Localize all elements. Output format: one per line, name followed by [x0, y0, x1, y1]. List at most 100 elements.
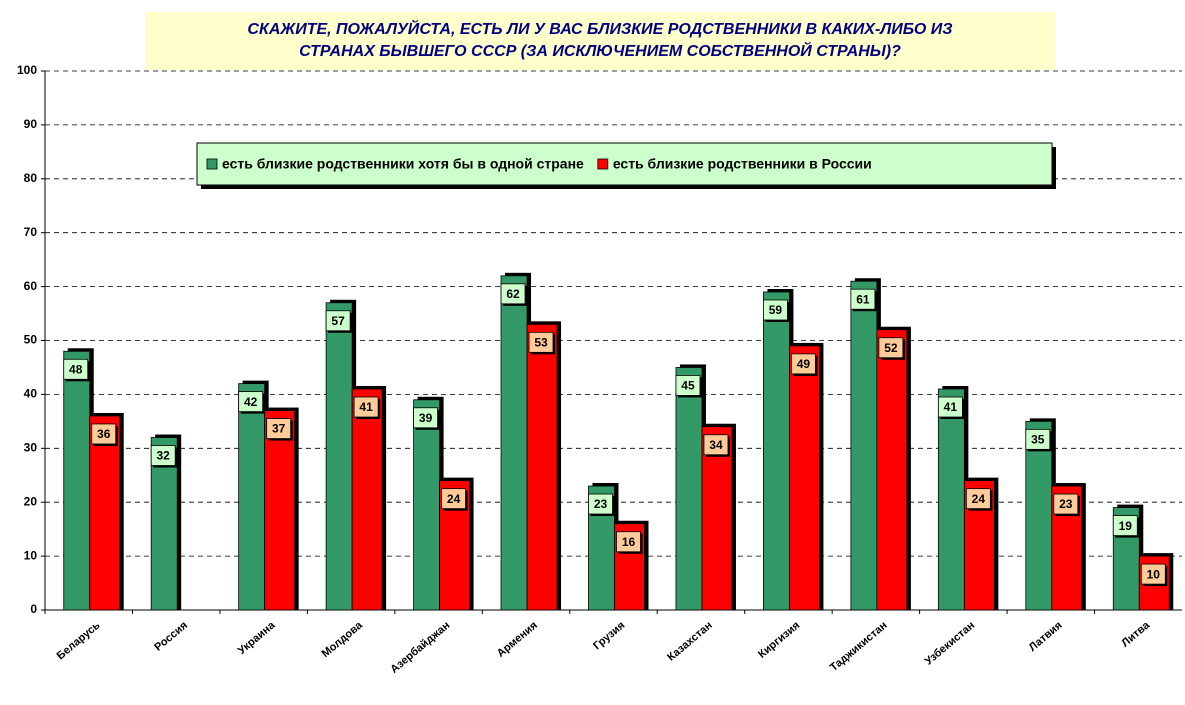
data-label: 62 — [506, 287, 520, 301]
data-label-box — [1112, 515, 1138, 536]
data-label-box — [878, 337, 904, 359]
data-label: 23 — [1059, 497, 1073, 511]
data-label: 32 — [157, 449, 171, 463]
data-label-box — [150, 445, 176, 466]
data-label-box — [266, 418, 292, 439]
y-tick-label: 50 — [24, 333, 38, 347]
data-label-box — [1140, 563, 1166, 585]
bar — [325, 302, 353, 611]
data-label: 24 — [972, 492, 986, 506]
bar — [63, 350, 91, 611]
bar — [937, 388, 965, 611]
x-tick-label: Молдова — [320, 619, 366, 660]
y-tick-label: 60 — [24, 279, 38, 293]
data-label: 53 — [534, 336, 548, 350]
data-label: 45 — [681, 379, 695, 393]
legend-swatch — [206, 158, 218, 170]
x-tick-label: Литва — [1119, 619, 1152, 650]
chart-title: СТРАНАХ БЫВШЕГО СССР (ЗА ИСКЛЮЧЕНИЕМ СОБ… — [299, 40, 901, 60]
x-tick-label: Таджикистан — [828, 619, 890, 674]
x-tick-label: Казахстан — [665, 619, 715, 663]
x-tick-label: Латвия — [1027, 619, 1065, 654]
bar — [238, 383, 266, 611]
data-label: 36 — [97, 427, 111, 441]
y-tick-label: 100 — [17, 63, 37, 77]
data-label-box — [91, 423, 117, 445]
data-label-box — [1025, 428, 1051, 450]
x-tick-label: Россия — [152, 619, 190, 653]
y-tick-label: 30 — [24, 440, 38, 454]
data-label: 49 — [797, 357, 811, 371]
bar — [526, 323, 558, 611]
data-label: 57 — [331, 314, 345, 328]
data-label-box — [63, 358, 89, 380]
data-label: 37 — [272, 422, 286, 436]
legend-swatch — [597, 158, 609, 170]
data-label: 52 — [884, 341, 898, 355]
data-label-box — [528, 331, 554, 353]
y-tick-label: 20 — [24, 494, 38, 508]
data-label-box — [763, 299, 788, 321]
y-tick-label: 90 — [24, 117, 38, 131]
data-label-box — [937, 396, 963, 418]
x-tick-label: Азербайджан — [388, 619, 452, 675]
bar — [701, 426, 733, 611]
data-label-box — [353, 396, 379, 418]
data-label: 39 — [419, 411, 433, 425]
data-label-box — [325, 310, 351, 332]
bar — [89, 415, 121, 611]
data-label: 16 — [622, 535, 636, 549]
data-label-box — [1053, 493, 1079, 515]
data-label-box — [616, 531, 641, 553]
y-tick-label: 10 — [24, 548, 38, 562]
x-tick-label: Узбекистан — [923, 619, 977, 667]
data-label: 42 — [244, 395, 258, 409]
chart-title: СКАЖИТЕ, ПОЖАЛУЙСТА, ЕСТЬ ЛИ У ВАС БЛИЗК… — [247, 18, 952, 38]
data-label-box — [441, 488, 466, 510]
x-tick-label: Киргизия — [756, 619, 802, 660]
data-label: 35 — [1031, 433, 1045, 447]
bar — [351, 388, 383, 611]
y-tick-label: 0 — [30, 602, 37, 616]
legend-box — [196, 142, 1053, 186]
bar — [264, 410, 296, 611]
bar — [850, 280, 878, 611]
bar — [876, 329, 908, 611]
data-label: 48 — [69, 362, 83, 376]
data-label-box — [500, 283, 526, 305]
data-label: 19 — [1119, 519, 1133, 533]
data-label-box — [703, 434, 729, 456]
data-label-box — [965, 488, 991, 510]
y-tick-label: 40 — [24, 387, 38, 401]
legend-label: есть близкие родственники в России — [613, 156, 872, 172]
bar — [413, 399, 440, 611]
data-label-box — [675, 375, 701, 396]
data-label: 41 — [359, 400, 373, 414]
x-tick-label: Грузия — [591, 619, 627, 652]
data-label-box — [850, 288, 876, 310]
x-tick-label: Украина — [236, 619, 278, 657]
bar — [675, 367, 703, 611]
data-label-box — [413, 407, 438, 429]
data-label: 24 — [447, 492, 461, 506]
data-label-box — [791, 353, 816, 375]
y-tick-label: 70 — [24, 225, 38, 239]
x-tick-label: Армения — [495, 619, 540, 659]
data-label: 41 — [944, 400, 958, 414]
y-tick-label: 80 — [24, 171, 38, 185]
bar — [763, 291, 790, 611]
data-label-box — [238, 391, 264, 413]
legend-label: есть близкие родственники хотя бы в одно… — [222, 156, 584, 172]
x-tick-label: Беларусь — [55, 619, 103, 662]
data-label: 61 — [856, 292, 870, 306]
data-label: 10 — [1147, 567, 1161, 581]
title-background — [145, 12, 1055, 70]
data-label: 23 — [594, 497, 608, 511]
bar — [500, 275, 528, 611]
data-label-box — [588, 493, 613, 515]
bar — [789, 345, 820, 611]
data-label: 59 — [769, 303, 783, 317]
data-label: 34 — [709, 438, 723, 452]
legend: есть близкие родственники хотя бы в одно… — [196, 142, 1056, 189]
